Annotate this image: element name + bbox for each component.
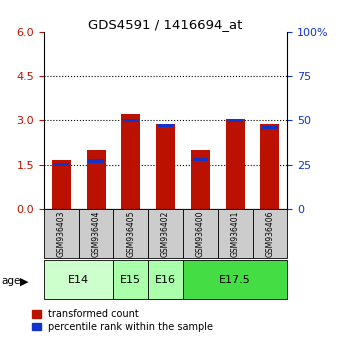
Text: GSM936405: GSM936405	[126, 210, 135, 257]
Text: E17.5: E17.5	[219, 275, 251, 285]
Bar	[44, 209, 79, 258]
Text: GSM936406: GSM936406	[265, 210, 274, 257]
Text: GSM936400: GSM936400	[196, 210, 205, 257]
Bar	[123, 119, 139, 122]
Text: age: age	[2, 276, 21, 286]
Text: E15: E15	[120, 275, 141, 285]
Text: GSM936401: GSM936401	[231, 210, 240, 257]
Legend: transformed count, percentile rank within the sample: transformed count, percentile rank withi…	[32, 309, 213, 332]
Bar	[114, 260, 148, 299]
Bar	[183, 209, 218, 258]
Text: ▶: ▶	[20, 276, 28, 286]
Bar	[260, 124, 280, 209]
Bar	[52, 160, 71, 209]
Bar	[158, 124, 173, 127]
Bar	[193, 158, 208, 161]
Bar	[79, 209, 114, 258]
Bar	[218, 209, 252, 258]
Text: GSM936402: GSM936402	[161, 210, 170, 257]
Bar	[87, 150, 106, 209]
Bar	[148, 260, 183, 299]
Bar	[114, 209, 148, 258]
Bar	[183, 260, 287, 299]
Bar	[121, 114, 140, 209]
Text: GSM936403: GSM936403	[57, 210, 66, 257]
Bar	[53, 163, 69, 166]
Bar	[225, 119, 245, 209]
Title: GDS4591 / 1416694_at: GDS4591 / 1416694_at	[89, 18, 243, 31]
Bar	[252, 209, 287, 258]
Bar	[262, 126, 278, 129]
Text: GSM936404: GSM936404	[92, 210, 101, 257]
Bar	[88, 159, 104, 163]
Text: E16: E16	[155, 275, 176, 285]
Text: E14: E14	[68, 275, 89, 285]
Bar	[44, 260, 114, 299]
Bar	[227, 119, 243, 122]
Bar	[148, 209, 183, 258]
Bar	[191, 150, 210, 209]
Bar	[156, 124, 175, 209]
